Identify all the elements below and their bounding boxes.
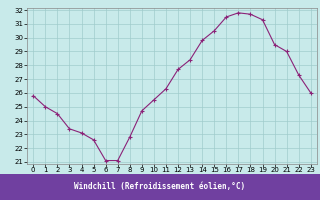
Text: Windchill (Refroidissement éolien,°C): Windchill (Refroidissement éolien,°C) xyxy=(75,182,245,192)
